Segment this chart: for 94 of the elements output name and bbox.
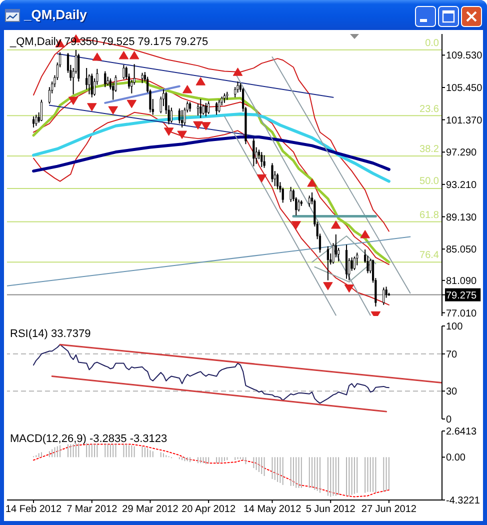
candlestick: [35, 114, 38, 126]
y-tick-label: 101.370: [446, 115, 483, 126]
y-tick-label: 109.530: [446, 50, 483, 62]
candlestick: [40, 99, 43, 122]
annotation: 0.0: [425, 38, 439, 49]
point: [68, 96, 78, 105]
candlestick: [78, 53, 80, 82]
candlestick: [263, 154, 266, 168]
point: [201, 122, 211, 130]
candlestick: [236, 81, 239, 94]
candlestick: [356, 252, 358, 266]
candlestick: [181, 110, 184, 128]
y-tick-label: 85.050: [446, 244, 478, 256]
y-tick-label: 105.450: [446, 83, 483, 94]
annotation: 50.0: [420, 176, 439, 188]
y-tick-label: 77.010: [446, 308, 478, 320]
y-tick-label: 2.6413: [446, 426, 478, 438]
x-tick-label: 27 Jun 2012: [361, 504, 417, 516]
y-tick-label: 79.275: [446, 290, 478, 302]
x-tick-label: 5 Jun 2012: [306, 504, 356, 516]
point: [307, 178, 317, 187]
candlestick: [276, 172, 279, 190]
candlestick: [290, 186, 292, 202]
candlestick: [271, 162, 274, 183]
candlestick: [90, 73, 93, 98]
point: [108, 106, 118, 114]
x-tick-label: 14 May 2012: [243, 504, 302, 516]
candlestick: [196, 103, 200, 116]
candlestick: [326, 246, 329, 281]
candlestick: [200, 98, 202, 118]
candlestick: [104, 70, 106, 88]
candlestick: [298, 199, 300, 212]
line-series: [33, 444, 390, 498]
point: [177, 130, 187, 139]
candlestick: [353, 256, 356, 271]
candlestick: [215, 102, 218, 116]
y-tick-label: 0: [446, 414, 452, 426]
candlestick: [218, 99, 220, 113]
point: [126, 100, 136, 108]
x-tick-label: 7 Mar 2012: [66, 504, 118, 516]
point: [331, 220, 341, 229]
point: [130, 51, 140, 60]
point: [87, 103, 97, 112]
point: [256, 174, 266, 182]
y-tick-label: 89.130: [446, 212, 478, 224]
y-tick-label: 100: [446, 322, 464, 333]
y-tick-label: 93.210: [446, 180, 478, 191]
line-series: [32, 112, 390, 183]
y-tick-label: 70: [446, 349, 458, 360]
candlestick: [252, 138, 255, 167]
annotation: 76.4: [420, 250, 439, 262]
candlestick: [204, 102, 207, 117]
point: [196, 77, 206, 86]
line-series: [33, 344, 390, 404]
point: [360, 230, 370, 238]
line-series: [32, 135, 390, 173]
annotation: 23.6: [420, 104, 439, 115]
candlestick: [260, 152, 263, 168]
annotation: 61.8: [420, 210, 439, 221]
candlestick: [345, 244, 348, 280]
candlestick: [170, 107, 172, 124]
chart-title: _QM,Daily: [24, 7, 87, 23]
point: [92, 52, 102, 61]
candlestick: [308, 195, 310, 208]
chart-title: MACD(12,26,9) -3.2835 -3.3123: [10, 433, 168, 446]
y-tick-label: -4.3221: [446, 496, 480, 507]
x-tick-label: 14 Feb 2012: [5, 504, 62, 516]
y-tick-label: 81.090: [446, 276, 478, 287]
point: [193, 121, 203, 130]
point: [182, 85, 192, 94]
candlestick: [382, 286, 385, 306]
candlestick: [188, 102, 192, 112]
candlestick: [223, 92, 226, 104]
x-tick-label: 29 Mar 2012: [122, 504, 179, 516]
candlestick: [86, 68, 88, 90]
candlestick: [208, 100, 210, 115]
y-tick-label: 0.00: [446, 452, 466, 464]
chart-title: RSI(14) 33.7379: [10, 328, 91, 341]
point: [164, 128, 174, 136]
point: [118, 51, 129, 60]
candlestick: [122, 64, 125, 80]
annotation: 38.2: [420, 144, 439, 155]
y-tick-label: 97.290: [446, 148, 478, 159]
y-tick-label: 30: [446, 386, 458, 398]
line-series: [33, 112, 390, 306]
candlestick: [141, 72, 144, 84]
candlestick: [350, 256, 353, 272]
x-tick-label: 20 Apr 2012: [182, 504, 236, 516]
candlestick: [32, 116, 35, 128]
point: [291, 221, 301, 230]
point: [323, 282, 333, 290]
point: [344, 284, 354, 293]
point: [232, 68, 243, 76]
candlestick: [178, 108, 180, 124]
